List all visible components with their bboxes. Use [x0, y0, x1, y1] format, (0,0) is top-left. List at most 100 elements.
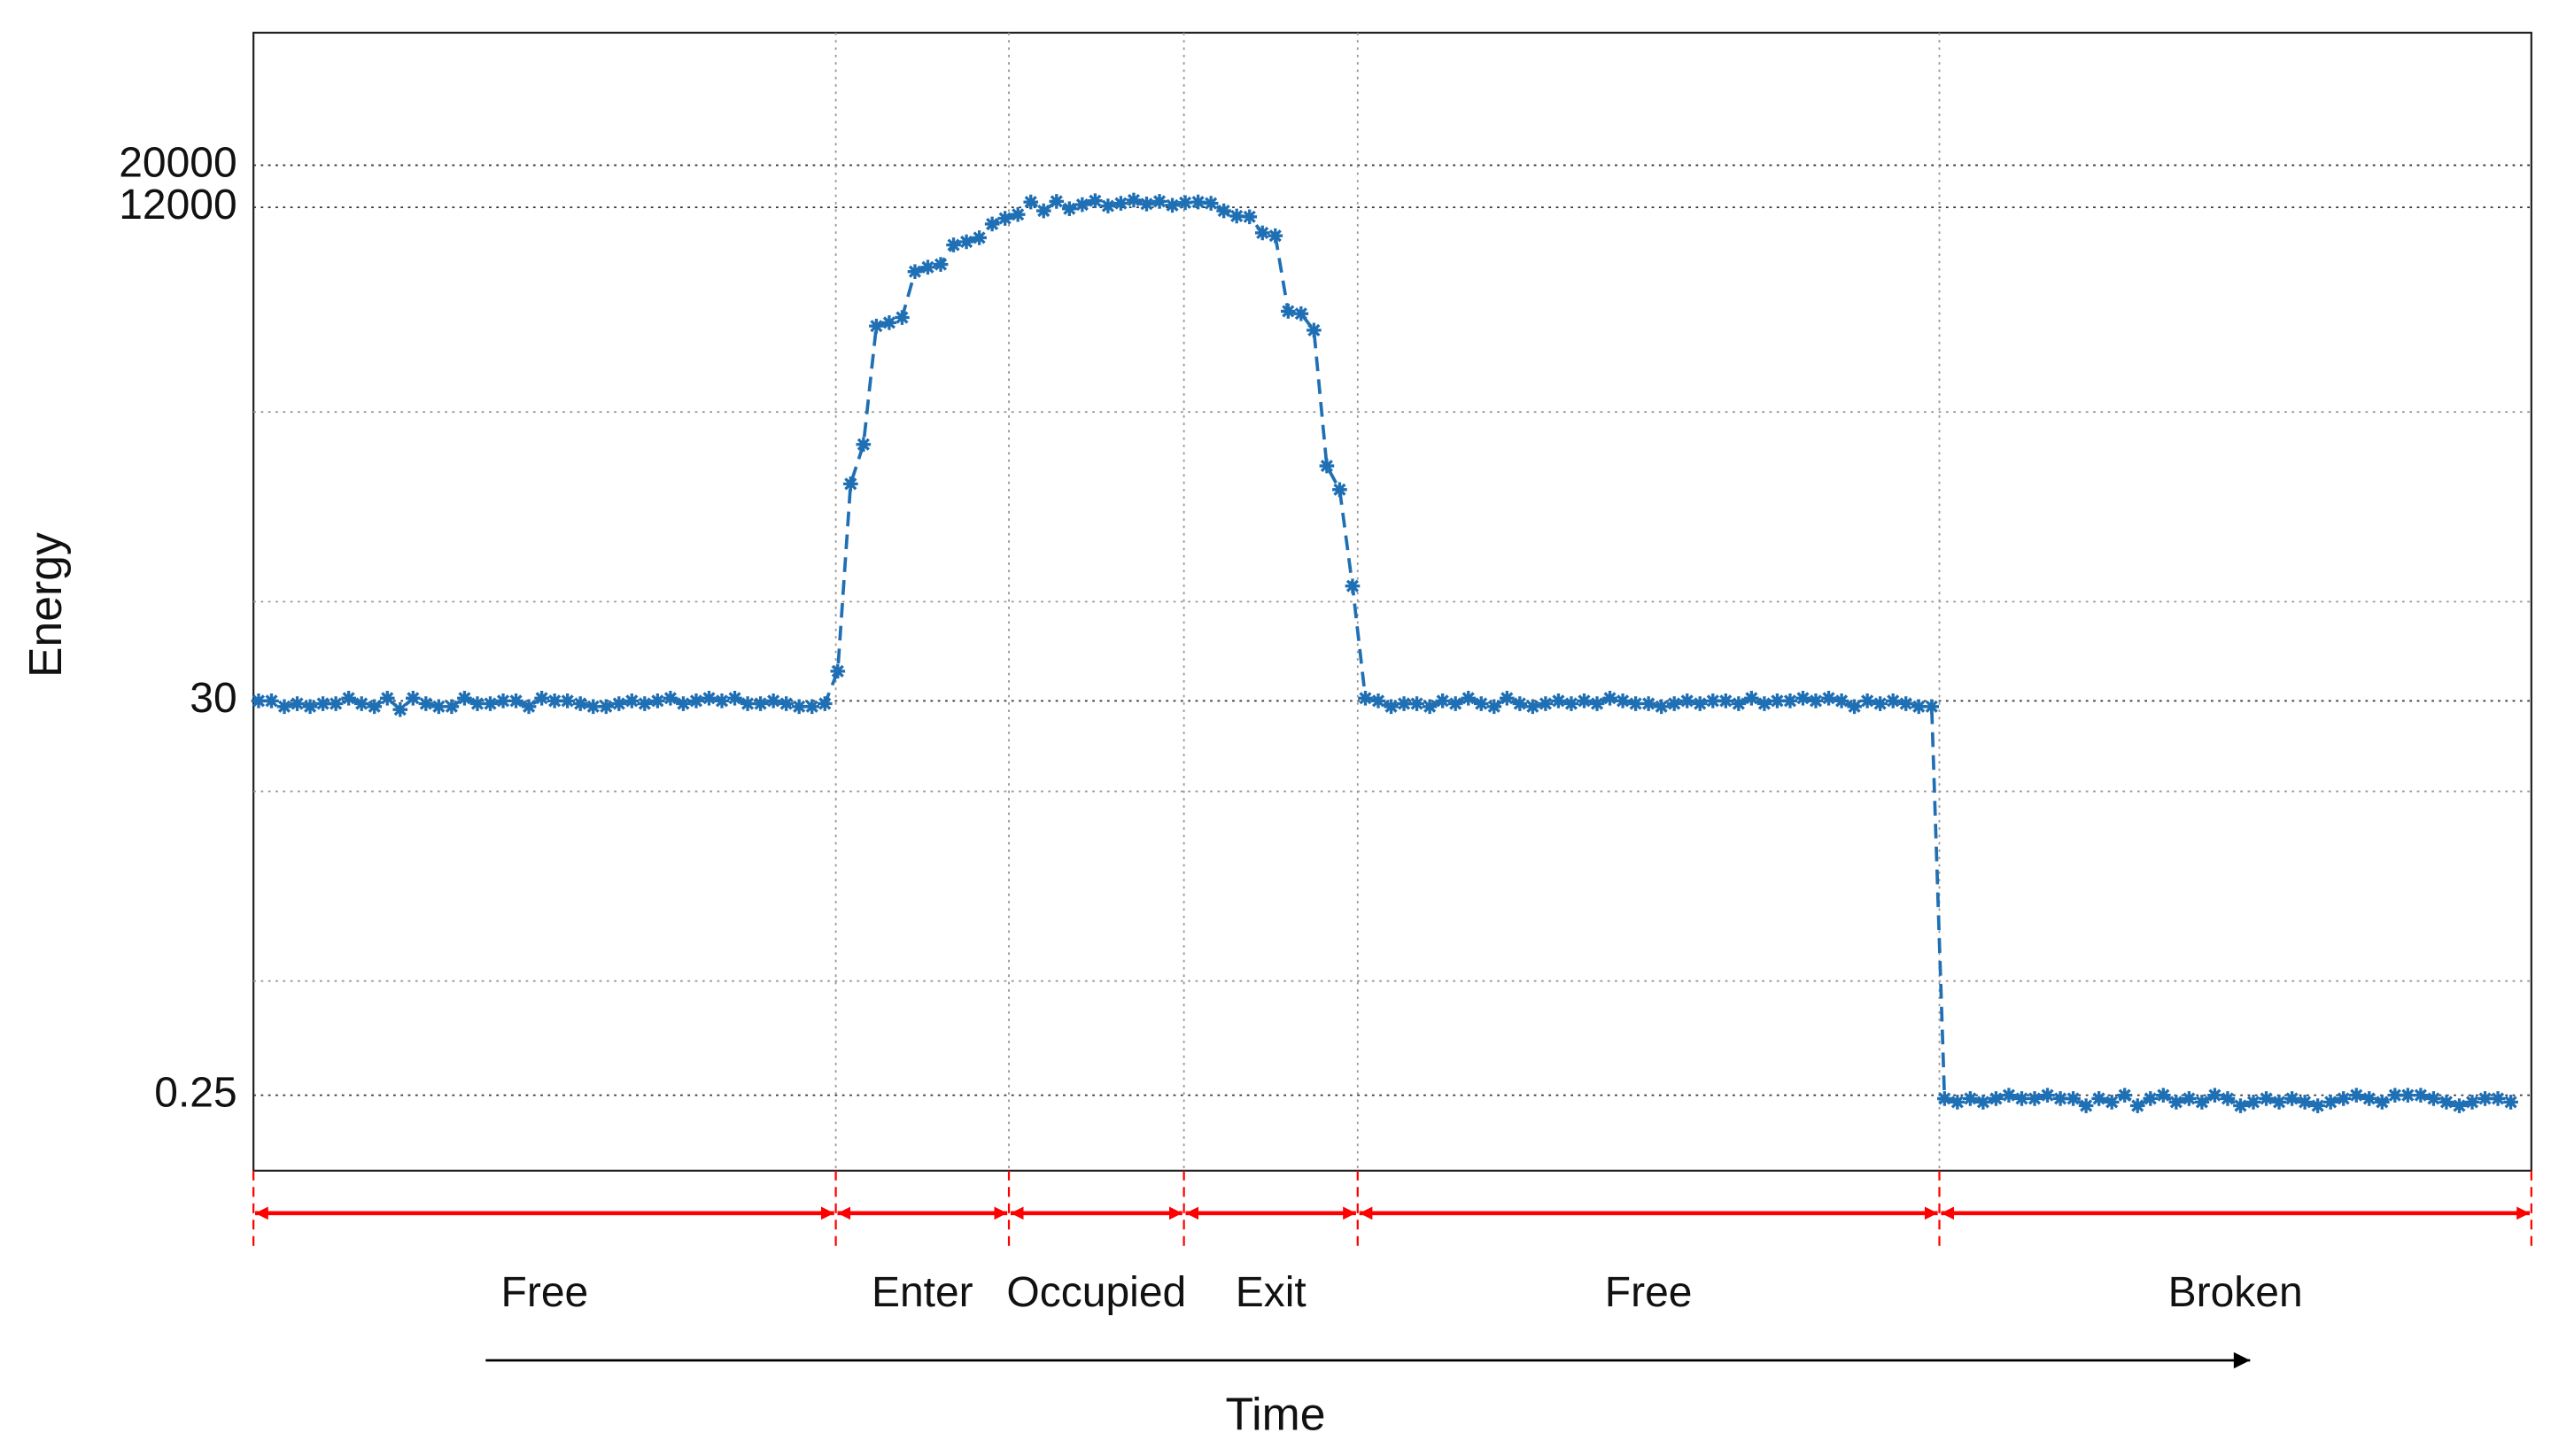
data-point — [997, 211, 1012, 226]
data-point — [1010, 206, 1026, 222]
data-point — [2014, 1091, 2029, 1106]
data-point — [791, 699, 807, 715]
data-point — [1190, 194, 1206, 210]
data-point — [1281, 304, 1296, 319]
data-point — [1756, 696, 1772, 711]
data-point — [353, 696, 369, 711]
y-axis-label: Energy — [19, 532, 71, 678]
data-point — [869, 318, 884, 334]
data-point — [702, 691, 717, 706]
data-point — [1538, 696, 1554, 711]
data-point — [1422, 699, 1438, 715]
data-point — [560, 693, 575, 709]
data-point — [1242, 209, 1258, 225]
data-point — [1692, 696, 1708, 711]
data-point — [1151, 194, 1167, 209]
data-point — [2001, 1088, 2017, 1103]
data-point — [1332, 482, 1347, 498]
data-point — [328, 696, 344, 711]
data-point — [483, 696, 498, 711]
data-point — [1602, 691, 1617, 706]
data-point — [1293, 306, 1309, 321]
data-point — [2143, 1091, 2159, 1106]
data-point — [2271, 1095, 2287, 1110]
y-tick-label: 30 — [190, 675, 236, 722]
phase-label: Exit — [1236, 1269, 1307, 1316]
data-point — [958, 234, 974, 250]
data-point — [2439, 1095, 2454, 1110]
data-point — [572, 696, 588, 711]
data-point — [2361, 1091, 2377, 1106]
data-point — [2104, 1095, 2120, 1110]
data-point — [1589, 696, 1605, 711]
data-point — [2310, 1098, 2325, 1113]
data-point — [1847, 699, 1862, 715]
plot-area — [252, 31, 2532, 1172]
data-point — [1268, 228, 1283, 244]
data-point — [1358, 691, 1373, 706]
data-point — [2297, 1095, 2313, 1110]
data-point — [688, 693, 704, 709]
data-point — [1795, 691, 1811, 706]
x-axis-label: Time — [1226, 1388, 1326, 1439]
data-point — [663, 691, 678, 706]
data-point — [1254, 225, 1270, 241]
data-point — [2490, 1091, 2506, 1106]
data-point — [1717, 693, 1733, 709]
data-point — [2040, 1088, 2055, 1103]
data-point — [2233, 1098, 2248, 1113]
data-point — [1062, 201, 1077, 216]
data-point — [2182, 1091, 2197, 1106]
data-point — [753, 696, 768, 711]
data-point — [585, 699, 601, 715]
data-point — [276, 699, 292, 715]
data-point — [1898, 696, 1914, 711]
data-point — [1666, 696, 1682, 711]
data-point — [650, 693, 665, 709]
data-point — [1447, 696, 1463, 711]
data-point — [2027, 1091, 2043, 1106]
data-point — [933, 257, 949, 272]
data-point — [2464, 1095, 2480, 1110]
data-point — [2477, 1091, 2493, 1106]
data-point — [2284, 1091, 2299, 1106]
data-point — [895, 310, 910, 325]
data-point — [547, 693, 562, 709]
data-point — [2091, 1091, 2106, 1106]
data-point — [302, 699, 318, 715]
data-point — [1873, 696, 1888, 711]
data-point — [1319, 458, 1335, 474]
data-point — [1473, 696, 1489, 711]
data-point — [1100, 198, 1116, 213]
data-point — [1937, 1091, 1952, 1106]
data-point — [2156, 1088, 2171, 1103]
data-point — [406, 691, 421, 706]
data-point — [1821, 691, 1836, 706]
data-point — [392, 701, 408, 717]
data-point — [2387, 1088, 2403, 1103]
data-point — [1165, 197, 1180, 213]
data-point — [2348, 1088, 2364, 1103]
data-point — [534, 691, 549, 706]
data-point — [611, 696, 627, 711]
data-point — [2078, 1098, 2094, 1113]
data-point — [1615, 693, 1631, 709]
phase-label: Free — [1605, 1269, 1693, 1316]
data-point — [1023, 194, 1039, 210]
data-point — [2245, 1095, 2261, 1110]
data-point — [624, 693, 640, 709]
data-point — [714, 693, 730, 709]
data-point — [2194, 1095, 2210, 1110]
data-point — [1525, 699, 1540, 715]
phase-label: Enter — [872, 1269, 973, 1316]
data-point — [1370, 693, 1386, 709]
data-point — [2375, 1095, 2390, 1110]
data-point — [727, 691, 742, 706]
data-point — [984, 216, 1000, 232]
data-point — [1512, 696, 1528, 711]
data-point — [444, 699, 460, 715]
data-point — [1679, 693, 1695, 709]
y-tick-label: 0.25 — [154, 1069, 236, 1116]
data-point — [2066, 1091, 2081, 1106]
data-point — [637, 696, 653, 711]
